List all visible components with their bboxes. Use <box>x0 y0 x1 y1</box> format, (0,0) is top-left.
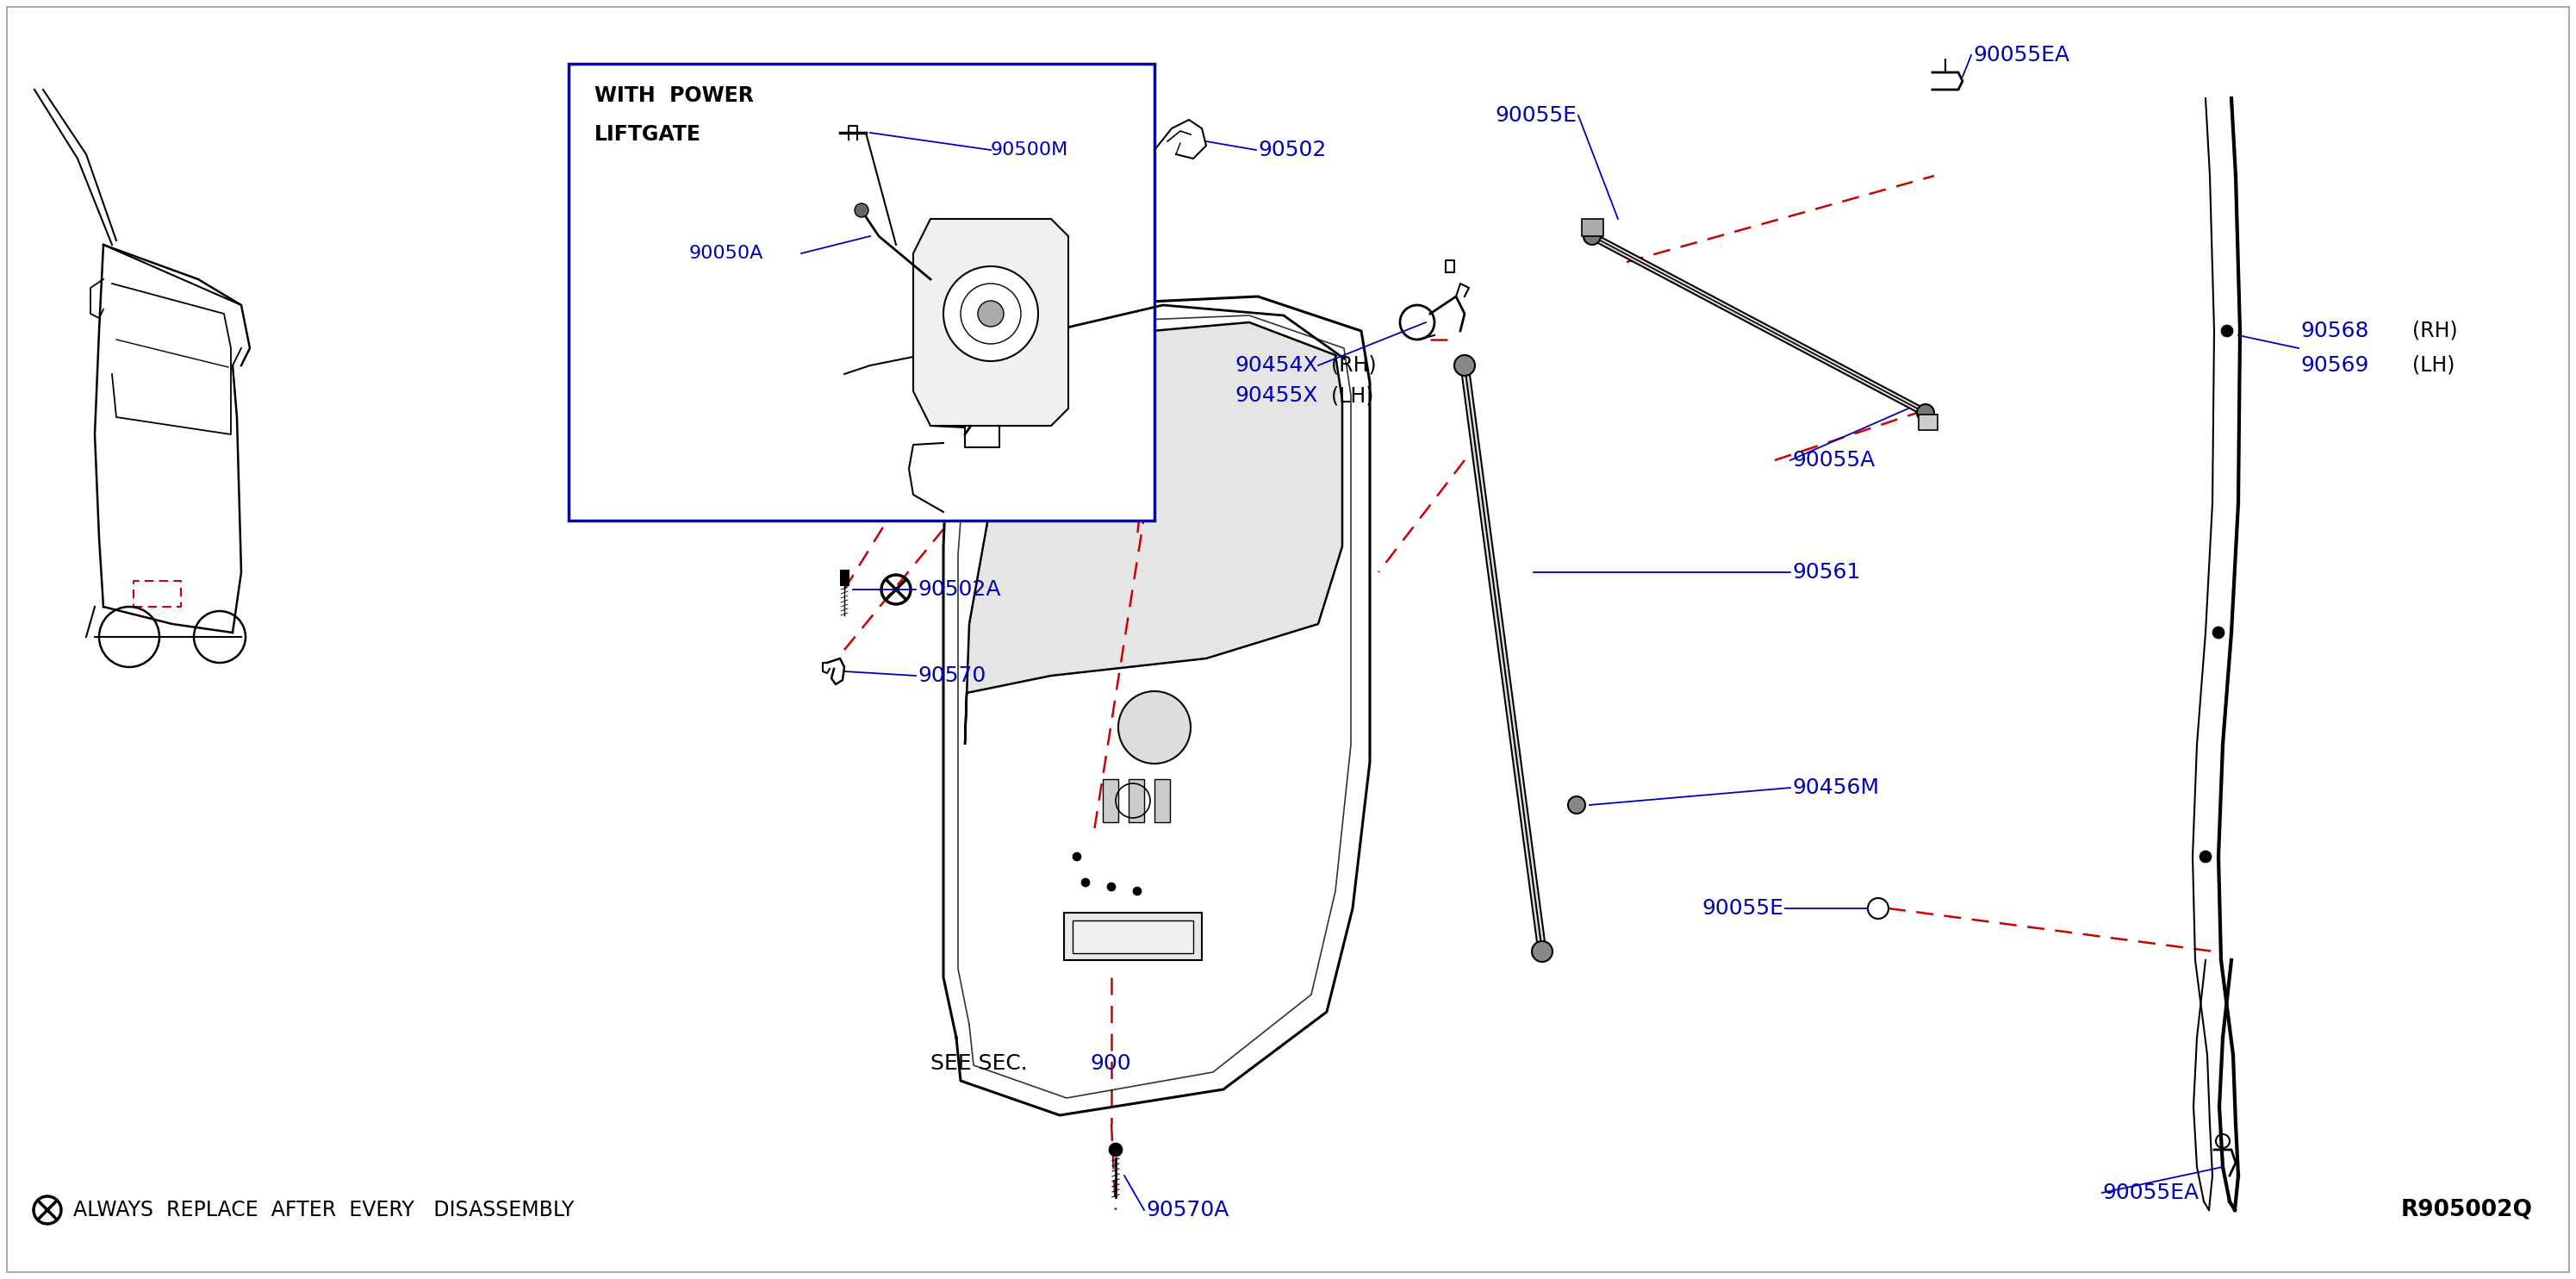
Circle shape <box>1133 886 1141 895</box>
Circle shape <box>1533 941 1553 962</box>
Text: 90500M: 90500M <box>992 142 1069 159</box>
Text: 90055EA: 90055EA <box>2102 1183 2200 1204</box>
Text: (LH): (LH) <box>2411 356 2455 376</box>
Text: 90454X: 90454X <box>1234 356 1319 376</box>
Circle shape <box>1584 228 1600 244</box>
Bar <box>1582 219 1602 237</box>
Text: 90050A: 90050A <box>690 244 762 262</box>
Text: (RH): (RH) <box>1332 356 1376 376</box>
Circle shape <box>855 203 868 217</box>
Bar <box>840 569 848 586</box>
Bar <box>1103 779 1118 822</box>
Polygon shape <box>914 219 1069 426</box>
Text: 90055E: 90055E <box>1494 105 1577 125</box>
Text: 900: 900 <box>1090 1053 1131 1074</box>
Text: R905002Q: R905002Q <box>2401 1198 2532 1221</box>
Text: 90569: 90569 <box>2300 356 2370 376</box>
Text: WITH  POWER: WITH POWER <box>595 86 755 106</box>
Text: 90502A: 90502A <box>917 579 999 600</box>
Circle shape <box>2200 851 2213 863</box>
Text: 90455X: 90455X <box>1234 385 1319 405</box>
Text: 90055A: 90055A <box>1793 450 1875 471</box>
Circle shape <box>1118 691 1190 764</box>
Text: 90561: 90561 <box>1793 561 1860 583</box>
Circle shape <box>1917 404 1935 422</box>
Circle shape <box>1108 1143 1123 1156</box>
Circle shape <box>979 301 1005 326</box>
Bar <box>1919 414 1937 430</box>
Text: (RH): (RH) <box>2411 321 2458 341</box>
Circle shape <box>2221 325 2233 336</box>
Text: 90570A: 90570A <box>1146 1200 1229 1220</box>
Bar <box>1064 913 1203 961</box>
Bar <box>1128 779 1144 822</box>
Circle shape <box>1108 883 1115 891</box>
Circle shape <box>1569 797 1584 813</box>
Text: 90055EA: 90055EA <box>1973 45 2069 65</box>
Bar <box>1154 779 1170 822</box>
Bar <box>1072 921 1193 953</box>
Text: 90502: 90502 <box>1257 139 1327 160</box>
Circle shape <box>1082 879 1090 886</box>
Circle shape <box>1072 852 1082 861</box>
Text: LIFTGATE: LIFTGATE <box>595 124 701 145</box>
Text: 90456M: 90456M <box>1793 778 1878 798</box>
Text: 90568: 90568 <box>2300 321 2370 341</box>
Text: (LH): (LH) <box>1332 385 1373 405</box>
Circle shape <box>943 266 1038 361</box>
Text: 90570: 90570 <box>917 665 987 686</box>
Text: 90055E: 90055E <box>1703 898 1783 918</box>
Circle shape <box>2213 627 2226 638</box>
Polygon shape <box>966 322 1342 744</box>
Bar <box>569 64 1154 521</box>
Text: ALWAYS  REPLACE  AFTER  EVERY   DISASSEMBLY: ALWAYS REPLACE AFTER EVERY DISASSEMBLY <box>72 1200 574 1220</box>
Text: SEE SEC.: SEE SEC. <box>930 1053 1028 1074</box>
Circle shape <box>1455 356 1476 376</box>
